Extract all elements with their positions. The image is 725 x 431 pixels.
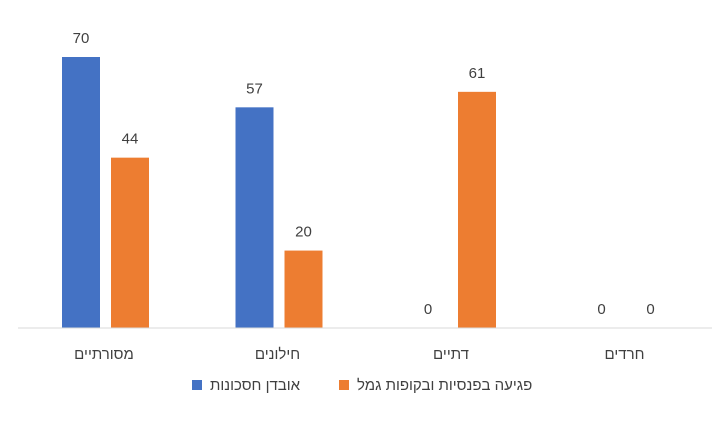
x-tick-label-datiyim: דתיים: [433, 346, 469, 363]
data-labels-layer: 70 44 57 20 0 61 0 0: [73, 30, 655, 318]
bar-masoratiyim-series-1: [62, 57, 100, 328]
data-label-datiyim-series-2: 61: [469, 65, 486, 82]
x-tick-label-haredim: חרדים: [605, 346, 645, 363]
data-label-haredim-series-2: 0: [646, 301, 654, 318]
data-label-masoratiyim-series-1: 70: [73, 30, 90, 47]
data-label-haredim-series-1: 0: [597, 301, 605, 318]
data-label-masoratiyim-series-2: 44: [122, 131, 139, 148]
legend-label-series-1: אובדן חסכונות: [210, 377, 301, 394]
bar-hilonim-series-2: [284, 250, 323, 328]
bars-layer: [62, 57, 496, 328]
data-label-hilonim-series-2: 20: [295, 224, 312, 241]
data-label-hilonim-series-1: 57: [246, 80, 263, 97]
x-tick-label-hilonim: חילונים: [255, 346, 300, 363]
x-axis-ticks: מסורתיים חילונים דתיים חרדים: [74, 346, 644, 363]
x-tick-label-masoratiyim: מסורתיים: [74, 346, 134, 363]
bar-hilonim-series-1: [235, 107, 274, 328]
legend: אובדן חסכונות פגיעה בפנסיות ובקופות גמל: [192, 377, 532, 394]
legend-swatch-series-1: [192, 380, 202, 390]
bar-masoratiyim-series-2: [111, 157, 149, 328]
data-label-datiyim-series-1: 0: [424, 301, 432, 318]
bar-datiyim-series-2: [458, 91, 496, 328]
legend-swatch-series-2: [339, 380, 349, 390]
legend-label-series-2: פגיעה בפנסיות ובקופות גמל: [357, 377, 532, 394]
